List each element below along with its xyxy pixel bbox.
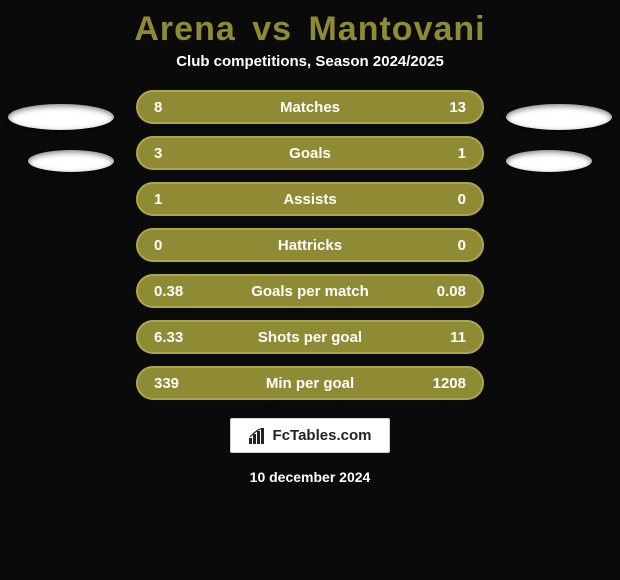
stat-row: 339Min per goal1208: [136, 366, 484, 400]
stat-row: 1Assists0: [136, 182, 484, 216]
brand-badge[interactable]: FcTables.com: [230, 418, 391, 453]
stat-left-value: 339: [154, 375, 204, 392]
stat-left-value: 6.33: [154, 329, 204, 346]
left-ellipse-1: [8, 104, 114, 130]
footer: FcTables.com 10 december 2024: [0, 418, 620, 485]
stat-left-value: 8: [154, 99, 204, 116]
right-ellipse-2: [506, 150, 592, 172]
left-ellipse-2: [28, 150, 114, 172]
stat-right-value: 13: [416, 99, 466, 116]
stat-label: Min per goal: [204, 375, 416, 392]
stat-row: 3Goals1: [136, 136, 484, 170]
stat-right-value: 0: [416, 237, 466, 254]
brand-label: FcTables.com: [273, 427, 372, 444]
stat-right-value: 11: [416, 329, 466, 346]
title-player1: Arena: [134, 10, 235, 48]
comparison-panel: 8Matches133Goals11Assists00Hattricks00.3…: [0, 90, 620, 400]
stat-label: Goals per match: [204, 283, 416, 300]
stat-left-value: 0.38: [154, 283, 204, 300]
stat-right-value: 1208: [416, 375, 466, 392]
footer-date: 10 december 2024: [0, 469, 620, 485]
stat-left-value: 3: [154, 145, 204, 162]
stat-rows: 8Matches133Goals11Assists00Hattricks00.3…: [136, 90, 484, 400]
stat-right-value: 0.08: [416, 283, 466, 300]
stat-label: Shots per goal: [204, 329, 416, 346]
stat-label: Goals: [204, 145, 416, 162]
stat-left-value: 0: [154, 237, 204, 254]
title-vs: vs: [252, 10, 292, 48]
right-ellipse-1: [506, 104, 612, 130]
stat-label: Assists: [204, 191, 416, 208]
chart-icon: [249, 428, 267, 444]
stat-row: 0.38Goals per match0.08: [136, 274, 484, 308]
page-title: Arena vs Mantovani: [0, 0, 620, 53]
stat-label: Hattricks: [204, 237, 416, 254]
stat-left-value: 1: [154, 191, 204, 208]
stat-row: 6.33Shots per goal11: [136, 320, 484, 354]
title-player2: Mantovani: [308, 10, 485, 48]
stat-row: 0Hattricks0: [136, 228, 484, 262]
stat-right-value: 0: [416, 191, 466, 208]
stat-row: 8Matches13: [136, 90, 484, 124]
stat-label: Matches: [204, 99, 416, 116]
subtitle: Club competitions, Season 2024/2025: [0, 53, 620, 90]
stat-right-value: 1: [416, 145, 466, 162]
